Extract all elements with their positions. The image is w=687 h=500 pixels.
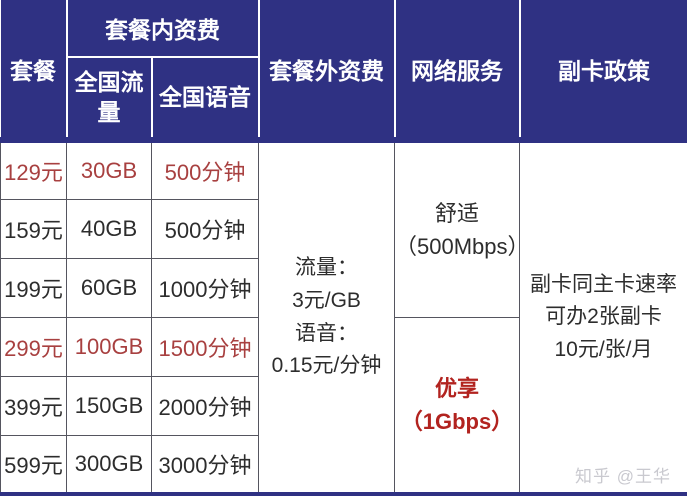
cell-data: 40GB	[66, 198, 152, 259]
cell-price: 299元	[0, 316, 67, 377]
watermark: 知乎 @王华	[575, 467, 671, 486]
cell-voice: 500分钟	[151, 139, 259, 200]
cell-voice: 2000分钟	[151, 375, 259, 436]
table-row: 159元 40GB 500分钟	[0, 198, 687, 259]
out-plan-cell: 流量： 3元/GB 语音： 0.15元/分钟	[258, 139, 395, 495]
cell-price: 599元	[0, 434, 67, 495]
cell-voice: 3000分钟	[151, 434, 259, 495]
cell-voice: 500分钟	[151, 198, 259, 259]
network-tier-cell: 优享 （1Gbps）	[394, 316, 520, 495]
network-tier-speed: （500Mbps）	[395, 233, 530, 259]
cell-price: 129元	[0, 139, 67, 200]
cell-price: 199元	[0, 257, 67, 318]
cell-data: 60GB	[66, 257, 152, 318]
header-out-plan: 套餐外资费	[258, 0, 396, 143]
cell-voice: 1000分钟	[151, 257, 259, 318]
cell-price: 399元	[0, 375, 67, 436]
header-plan: 套餐	[0, 0, 68, 143]
table-header: 套餐 套餐内资费 套餐外资费 网络服务 副卡政策 全国流量 全国语音	[0, 0, 687, 143]
header-data-sub: 全国流量	[66, 57, 153, 143]
table-row: 399元 150GB 2000分钟	[0, 375, 687, 436]
header-voice-sub: 全国语音	[151, 57, 260, 143]
subcard-policy-cell-line: 副卡同主卡速率	[530, 272, 677, 296]
subcard-policy-cell-line: 10元/张/月	[554, 337, 653, 361]
header-in-plan-group: 套餐内资费	[66, 0, 260, 58]
network-tier-name: 舒适	[434, 200, 479, 226]
network-tier-cell: 舒适 （500Mbps）	[394, 139, 530, 318]
network-tier-name: 优享	[434, 375, 479, 401]
table-row: 599元 300GB 3000分钟	[0, 434, 687, 495]
cell-voice: 1500分钟	[151, 316, 259, 377]
table-body: 129元 30GB 500分钟流量： 3元/GB 语音： 0.15元/分钟 舒适 （500Mb…	[0, 139, 687, 495]
network-tier-speed: （1Gbps）	[400, 408, 514, 434]
table-row: 299元 100GB 1500分钟 优享 （1Gbps）	[0, 316, 687, 495]
subcard-policy-cell-line: 可办2张副卡	[545, 305, 662, 329]
out-plan-cell-line: 语音：	[295, 321, 358, 345]
out-plan-cell-line: 3元/GB	[292, 288, 361, 312]
table-row: 199元 60GB 1000分钟	[0, 257, 687, 318]
header-network: 网络服务	[394, 0, 521, 143]
out-plan-cell-line: 0.15元/分钟	[271, 354, 382, 378]
table-row: 129元 30GB 500分钟流量： 3元/GB 语音： 0.15元/分钟 舒适 （500Mb…	[0, 139, 687, 495]
subcard-policy-cell: 副卡同主卡速率 可办2张副卡 10元/张/月	[519, 139, 687, 495]
cell-data: 30GB	[66, 139, 152, 200]
header-subcard: 副卡政策	[519, 0, 687, 143]
cell-price: 159元	[0, 198, 67, 259]
out-plan-cell-line: 流量：	[295, 256, 358, 280]
cell-data: 100GB	[66, 316, 152, 377]
cell-data: 300GB	[66, 434, 152, 495]
cell-data: 150GB	[66, 375, 152, 436]
